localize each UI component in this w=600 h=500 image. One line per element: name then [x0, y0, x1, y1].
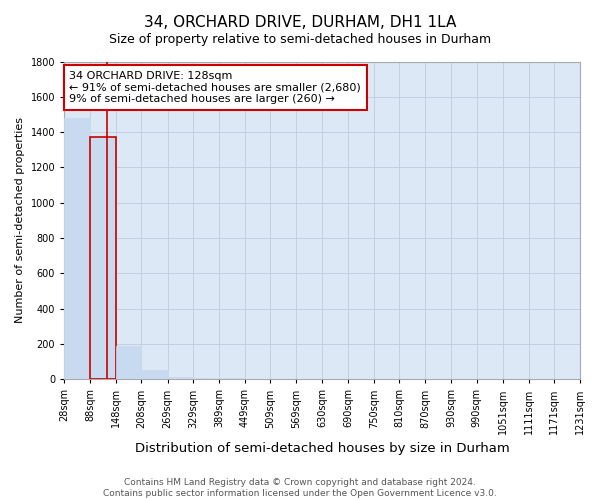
Bar — [245, 378, 271, 380]
Bar — [116, 346, 142, 380]
Bar — [193, 378, 219, 380]
Bar — [64, 118, 90, 380]
Text: Size of property relative to semi-detached houses in Durham: Size of property relative to semi-detach… — [109, 32, 491, 46]
Text: 34, ORCHARD DRIVE, DURHAM, DH1 1LA: 34, ORCHARD DRIVE, DURHAM, DH1 1LA — [144, 15, 456, 30]
Bar — [142, 370, 167, 380]
Bar — [167, 376, 193, 380]
Text: 34 ORCHARD DRIVE: 128sqm
← 91% of semi-detached houses are smaller (2,680)
9% of: 34 ORCHARD DRIVE: 128sqm ← 91% of semi-d… — [70, 71, 361, 104]
Bar — [219, 378, 245, 380]
Y-axis label: Number of semi-detached properties: Number of semi-detached properties — [15, 118, 25, 324]
X-axis label: Distribution of semi-detached houses by size in Durham: Distribution of semi-detached houses by … — [135, 442, 509, 455]
Bar — [90, 138, 116, 380]
Text: Contains HM Land Registry data © Crown copyright and database right 2024.
Contai: Contains HM Land Registry data © Crown c… — [103, 478, 497, 498]
